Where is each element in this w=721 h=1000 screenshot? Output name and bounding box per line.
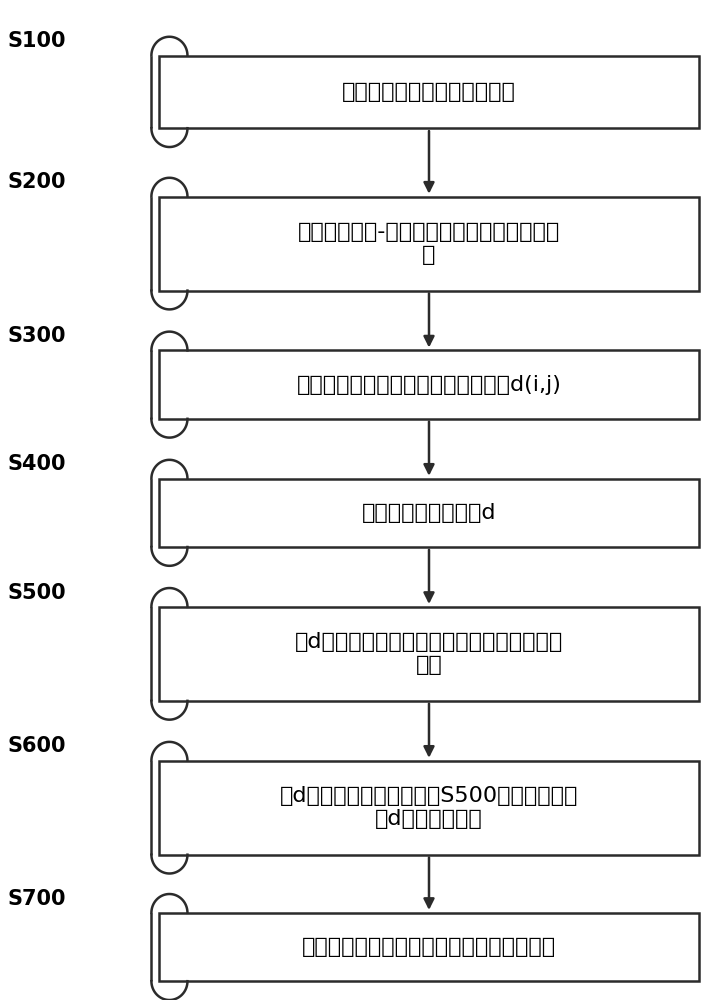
Text: S200: S200: [7, 172, 66, 192]
FancyBboxPatch shape: [159, 479, 699, 547]
FancyBboxPatch shape: [159, 913, 699, 981]
Text: S400: S400: [7, 454, 66, 474]
Text: S100: S100: [7, 31, 66, 51]
Text: 层次分类完成，确定测试变压器所处的状态: 层次分类完成，确定测试变压器所处的状态: [302, 937, 556, 957]
FancyBboxPatch shape: [159, 197, 699, 291]
FancyBboxPatch shape: [159, 56, 699, 128]
FancyBboxPatch shape: [159, 350, 699, 419]
Text: 取d中的下一个元素，重复S500，处理完毕数
组d中所有的元素: 取d中的下一个元素，重复S500，处理完毕数 组d中所有的元素: [280, 786, 578, 829]
Text: 计算任意两个特征值对象之间的距离d(i,j): 计算任意两个特征值对象之间的距离d(i,j): [296, 375, 562, 395]
Text: S700: S700: [7, 889, 66, 909]
Text: S500: S500: [7, 583, 66, 603]
Text: 对d中的当前元素，将对应的两个对象合并成
一类: 对d中的当前元素，将对应的两个对象合并成 一类: [295, 632, 563, 675]
FancyBboxPatch shape: [159, 761, 699, 855]
Text: 存储并升幂排序数组d: 存储并升幂排序数组d: [362, 503, 496, 523]
Text: 通过希尔伯特-黄变换方法处理变压器振动信
号: 通过希尔伯特-黄变换方法处理变压器振动信 号: [298, 222, 560, 265]
Text: 建立变压器振动信号采集系统: 建立变压器振动信号采集系统: [342, 82, 516, 102]
Text: S600: S600: [7, 736, 66, 756]
Text: S300: S300: [7, 326, 66, 346]
FancyBboxPatch shape: [159, 607, 699, 701]
